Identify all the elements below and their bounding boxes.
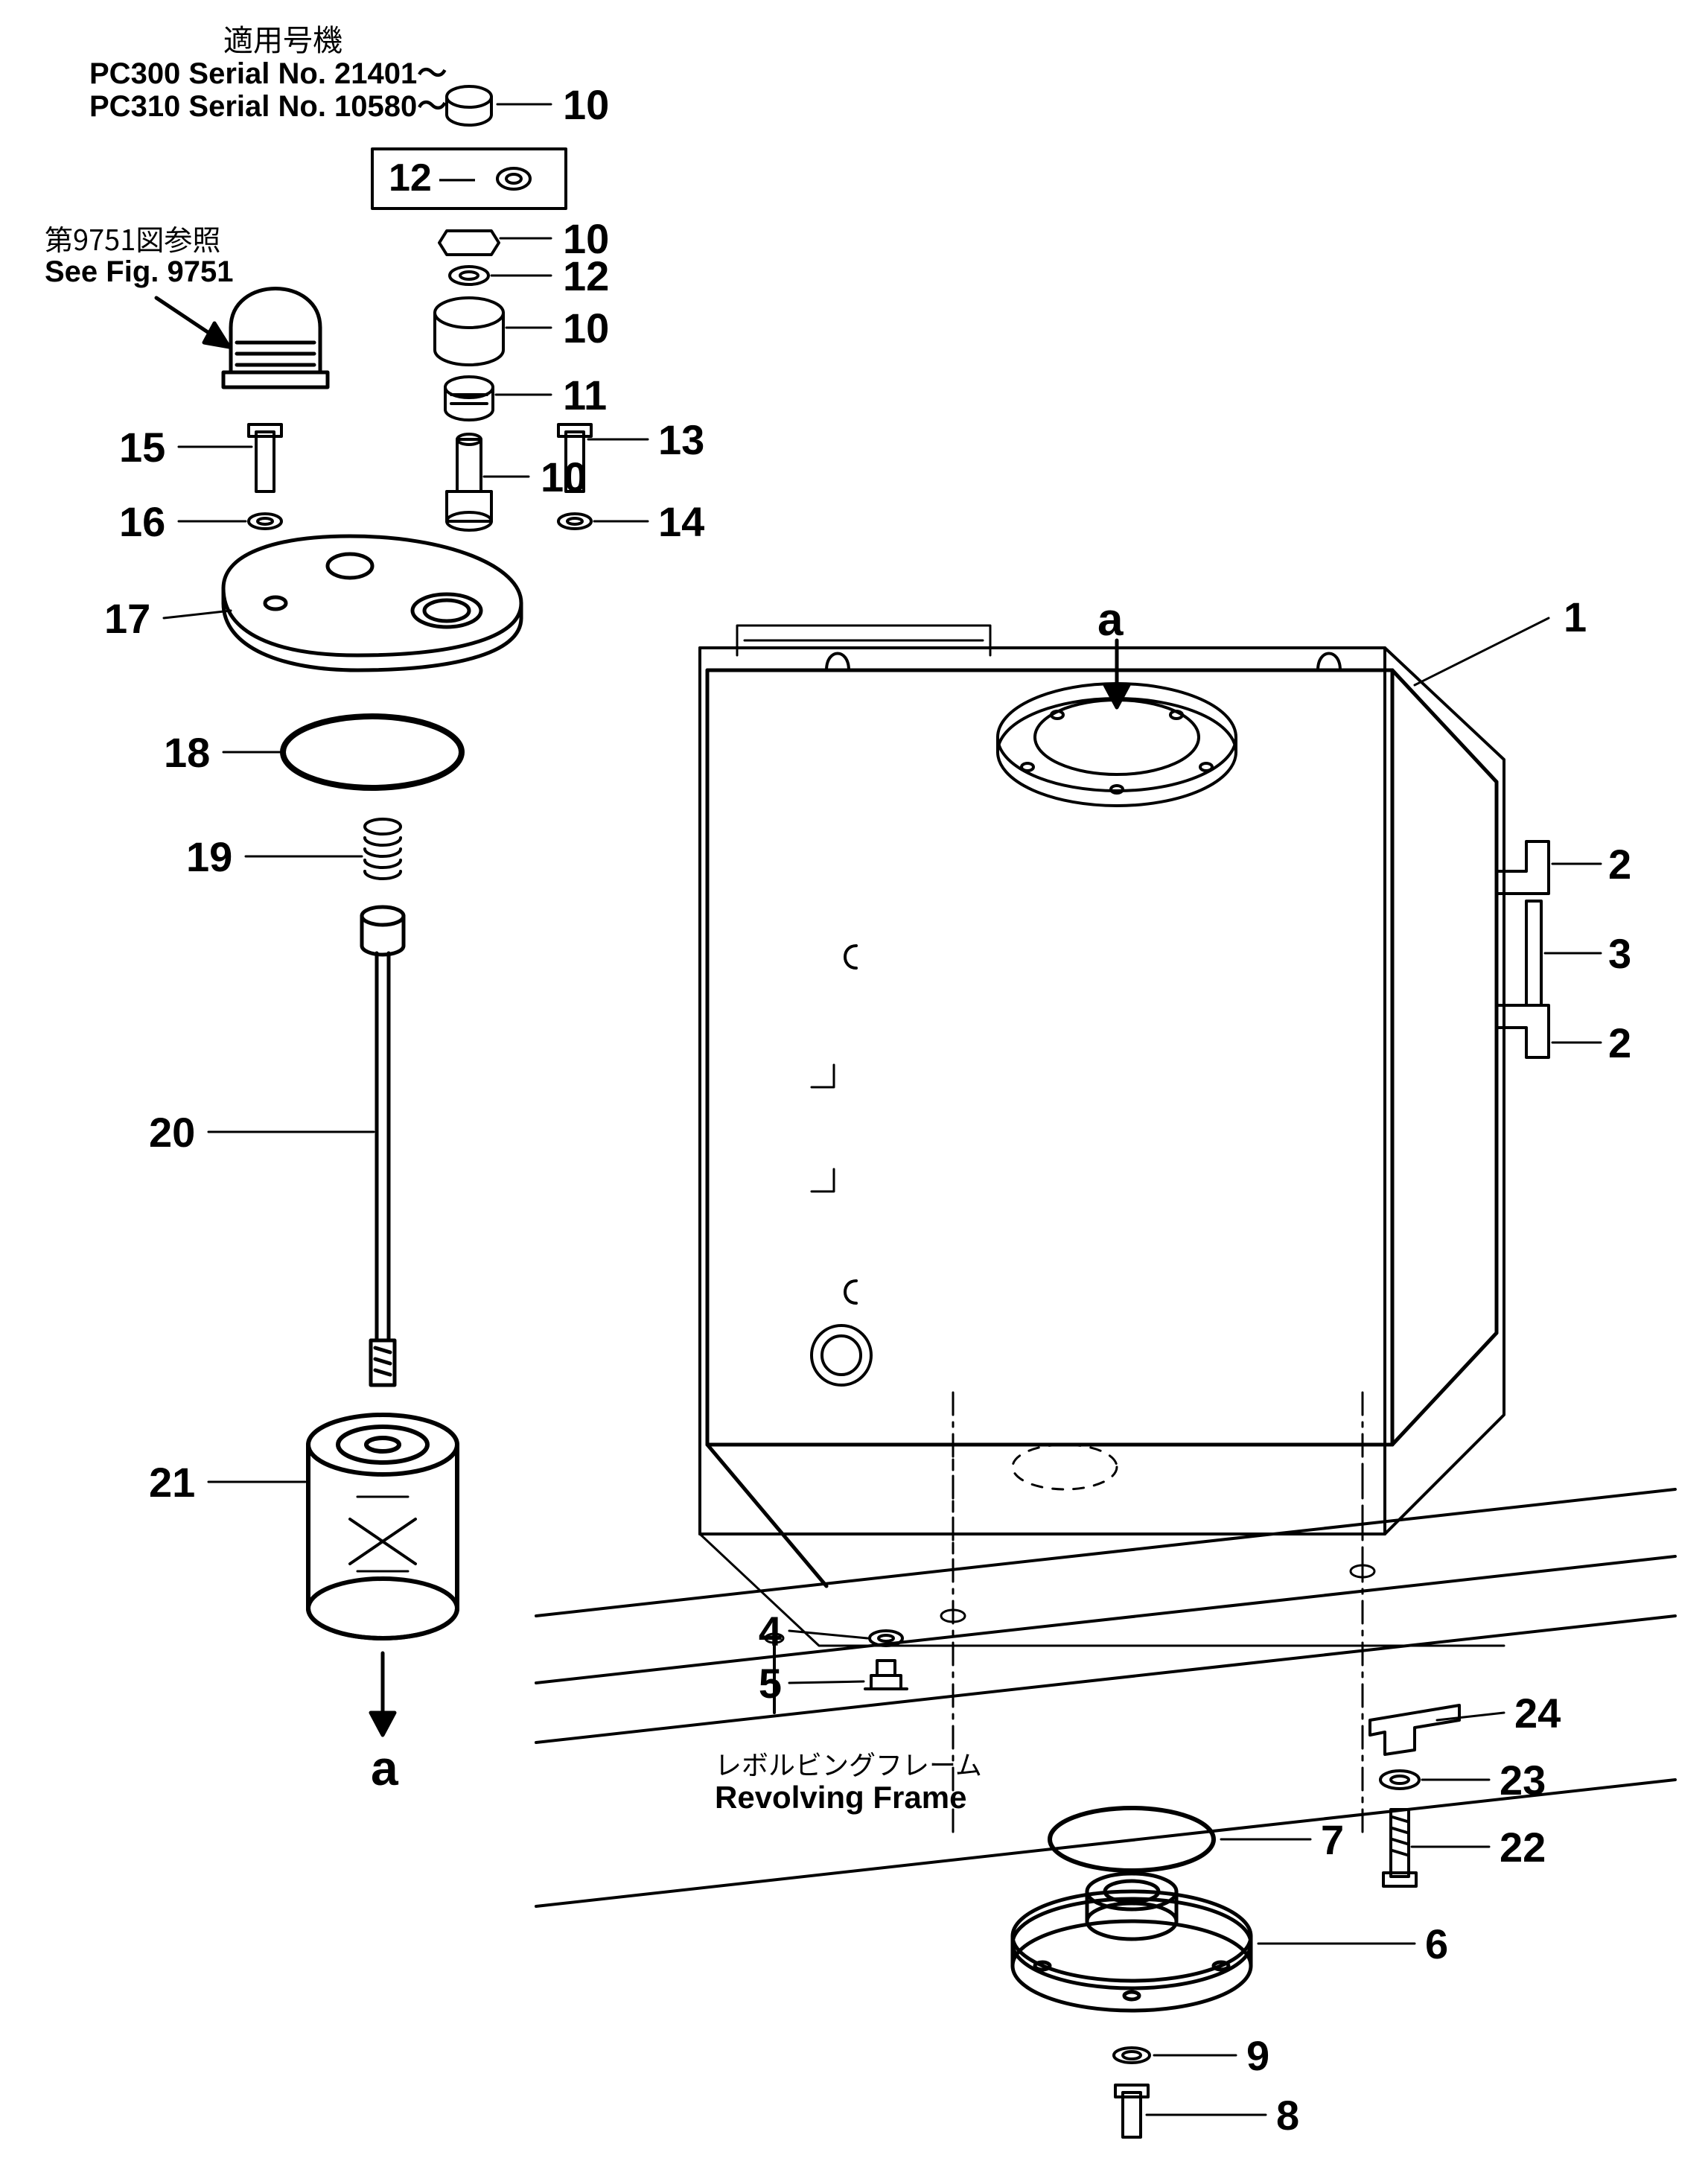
tank-lifting-hooks	[826, 654, 1340, 1304]
marker-a-top: a	[1097, 596, 1123, 644]
spring-19	[365, 819, 401, 879]
revolving-frame-en: Revolving Frame	[715, 1781, 966, 1814]
callout-18: 18	[164, 731, 210, 775]
callout-2b: 2	[1608, 1022, 1631, 1066]
filter-21	[308, 1415, 457, 1638]
callout-23: 23	[1500, 1759, 1546, 1803]
callout-19: 19	[186, 836, 232, 879]
callout-17: 17	[104, 597, 150, 641]
serial-line-2: PC310 Serial No. 10580〜	[89, 91, 447, 122]
tank-front-brackets	[812, 1065, 834, 1191]
washer-23	[1380, 1771, 1419, 1789]
callout-15: 15	[119, 426, 165, 470]
see-fig-en: See Fig. 9751	[45, 256, 233, 287]
cap-stack	[372, 86, 566, 530]
callout-12-ring: —	[439, 159, 475, 197]
callout-16: 16	[119, 500, 165, 544]
see-fig-arrow	[156, 298, 229, 347]
bolt-5	[865, 1661, 907, 1689]
callout-6: 6	[1425, 1923, 1448, 1967]
callout-24: 24	[1514, 1692, 1561, 1736]
tank-sight-gauge	[812, 1325, 871, 1385]
bottom-washer-9	[1114, 2048, 1150, 2063]
callout-13: 13	[658, 418, 704, 462]
washer-16	[249, 514, 281, 529]
callout-21: 21	[149, 1461, 195, 1505]
callout-7: 7	[1321, 1818, 1344, 1862]
callout-20: 20	[149, 1111, 195, 1155]
callout-14: 14	[658, 500, 704, 544]
arrow-to-a-bottom	[371, 1653, 395, 1735]
frame-centerlines	[953, 1393, 1363, 1832]
rod-20	[362, 907, 404, 1385]
callout-4: 4	[752, 1610, 782, 1654]
breather-dome	[223, 289, 328, 388]
callout-3: 3	[1608, 932, 1631, 976]
diagram-svg	[0, 0, 1708, 2161]
callout-5: 5	[752, 1662, 782, 1706]
tank-bottom-hidden	[953, 1445, 1363, 1594]
bolt-22	[1383, 1810, 1416, 1886]
serial-line-1: PC300 Serial No. 21401〜	[89, 58, 447, 89]
callout-9: 9	[1246, 2034, 1269, 2078]
callout-1: 1	[1564, 596, 1587, 640]
tank-accurate	[707, 670, 1511, 1586]
marker-a-bottom: a	[371, 1743, 398, 1794]
revolving-frame-jp: レボルビングフレーム	[715, 1750, 982, 1778]
callout-8: 8	[1276, 2094, 1299, 2138]
cover-plate-17	[223, 536, 521, 670]
callout-2a: 2	[1608, 843, 1631, 887]
applicable-machines-jp: 適用号機	[223, 22, 342, 54]
bottom-bolt-8	[1115, 2085, 1148, 2137]
callout-12a: 12	[389, 158, 432, 199]
tank-body	[700, 648, 1504, 1646]
frame-washer-marks	[765, 1565, 1374, 1643]
tank-top-handle	[737, 626, 990, 655]
bolt-15	[249, 424, 281, 491]
diagram-page: 適用号機 PC300 Serial No. 21401〜 PC310 Seria…	[0, 0, 1708, 2161]
callout-10d: 10	[541, 456, 587, 500]
see-fig-jp: 第9751図参照	[45, 223, 220, 253]
shim-24	[1370, 1705, 1459, 1754]
washer-14	[558, 514, 591, 529]
callout-10a: 10	[563, 83, 609, 127]
o-ring-18	[283, 716, 462, 788]
callout-22: 22	[1500, 1826, 1546, 1870]
callout-12b: 12	[563, 255, 609, 299]
bottom-flange-6	[1013, 1874, 1251, 2011]
callout-11: 11	[563, 374, 607, 418]
callout-10c: 10	[563, 307, 609, 351]
